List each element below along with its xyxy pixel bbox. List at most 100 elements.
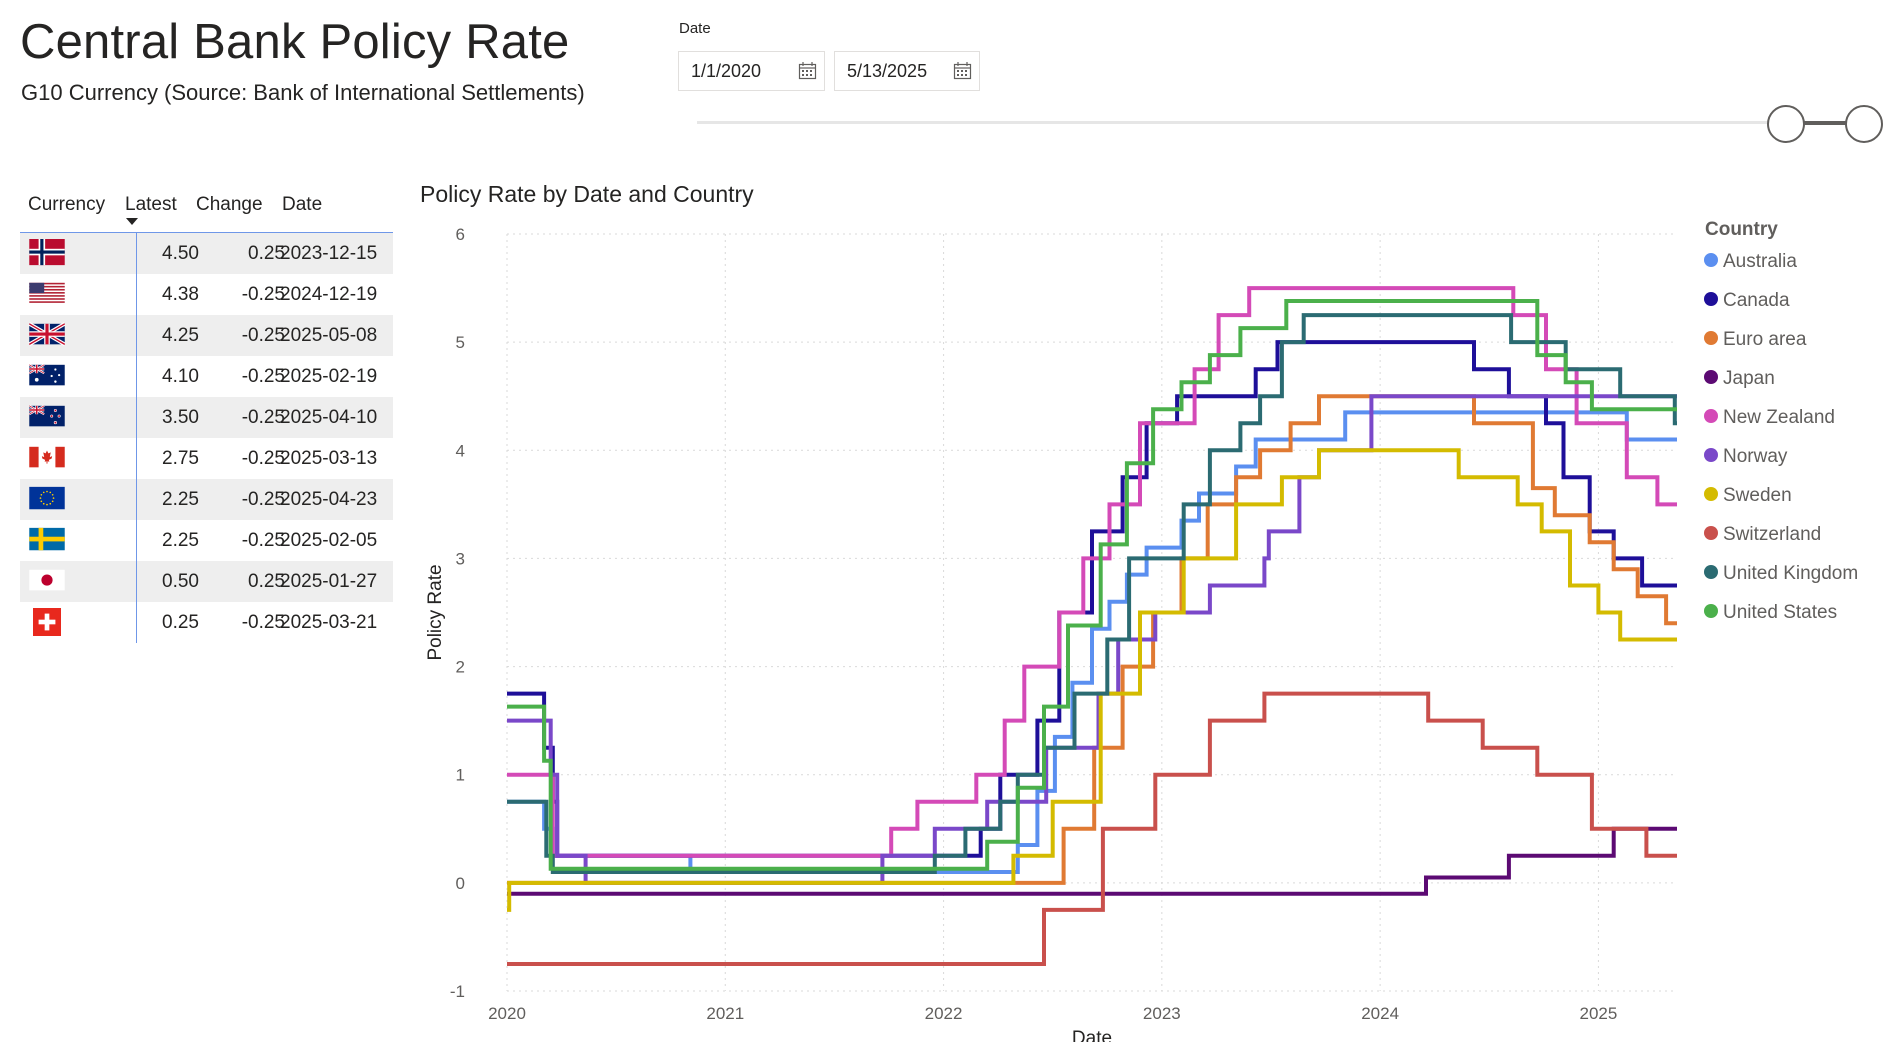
- legend-marker: [1704, 564, 1718, 579]
- legend-item[interactable]: Canada: [1704, 290, 1790, 314]
- legend-item[interactable]: Switzerland: [1704, 524, 1821, 548]
- legend-marker: [1704, 486, 1718, 501]
- date-range-slider-track[interactable]: [697, 121, 1862, 124]
- legend-label: Japan: [1723, 368, 1775, 389]
- legend-label: Switzerland: [1723, 524, 1822, 545]
- y-tick-label: 2: [456, 658, 465, 677]
- sweden-flag-icon: [29, 527, 65, 551]
- japan-flag-icon: [29, 569, 65, 591]
- legend-item[interactable]: Japan: [1704, 368, 1775, 392]
- y-tick-label: 5: [456, 333, 465, 352]
- cell-date: 2024-12-19: [280, 284, 378, 305]
- legend-item[interactable]: United Kingdom: [1704, 563, 1858, 587]
- euro-area-flag-icon: [29, 486, 65, 510]
- table-row[interactable]: 4.38 -0.25 2024-12-19: [20, 274, 393, 315]
- x-tick-label: 2023: [1143, 1004, 1181, 1023]
- x-axis-title: Date: [1072, 1028, 1112, 1042]
- table-row[interactable]: 3.50 -0.25 2025-04-10: [20, 397, 393, 438]
- column-header-currency[interactable]: Currency: [28, 194, 106, 215]
- column-header-latest[interactable]: Latest: [125, 194, 177, 215]
- legend-title: Country: [1705, 219, 1778, 240]
- y-tick-label: 4: [456, 441, 465, 460]
- legend-marker: [1704, 330, 1718, 345]
- cell-date: 2025-01-27: [280, 571, 378, 592]
- series-line-sweden[interactable]: [507, 448, 1677, 912]
- cell-latest: 2.25: [162, 489, 199, 510]
- cell-latest: 3.50: [162, 407, 199, 428]
- cell-change: 0.25: [248, 243, 285, 264]
- cell-change: -0.25: [241, 366, 285, 387]
- x-tick-label: 2024: [1361, 1004, 1399, 1023]
- page-subtitle: G10 Currency (Source: Bank of Internatio…: [21, 80, 585, 105]
- legend-item[interactable]: Norway: [1704, 446, 1787, 470]
- cell-change: -0.25: [241, 612, 285, 633]
- cell-date: 2025-03-13: [280, 448, 378, 469]
- series-line-united-states[interactable]: [507, 299, 1677, 871]
- x-tick-label: 2021: [706, 1004, 744, 1023]
- legend-item[interactable]: Euro area: [1704, 329, 1806, 353]
- new-zealand-flag-icon: [28, 404, 65, 427]
- start-date-input[interactable]: 1/1/2020: [678, 51, 825, 91]
- page-title: Central Bank Policy Rate: [20, 15, 570, 69]
- series-line-japan[interactable]: [507, 826, 1677, 896]
- legend-label: Euro area: [1723, 329, 1807, 350]
- table-row[interactable]: 4.50 0.25 2023-12-15: [20, 233, 393, 274]
- y-tick-label: 3: [456, 549, 465, 568]
- legend-item[interactable]: Sweden: [1704, 485, 1792, 509]
- slider-start-handle[interactable]: [1767, 105, 1805, 143]
- cell-date: 2025-02-05: [280, 530, 378, 551]
- cell-latest: 0.25: [162, 612, 199, 633]
- series-line-euro-area[interactable]: [507, 394, 1677, 885]
- table-header: Currency Latest Change Date: [20, 186, 393, 233]
- table-row[interactable]: 4.25 -0.25 2025-05-08: [20, 315, 393, 356]
- x-tick-label: 2020: [488, 1004, 526, 1023]
- y-tick-label: 0: [456, 874, 465, 893]
- legend-label: Canada: [1723, 290, 1790, 311]
- switzerland-flag-icon: [33, 608, 61, 636]
- table-body: 4.50 0.25 2023-12-15 4.38 -0.25 2024-12-19 4.2…: [20, 233, 393, 643]
- calendar-icon[interactable]: [953, 61, 972, 80]
- table-row[interactable]: 2.25 -0.25 2025-02-05: [20, 520, 393, 561]
- cell-date: 2025-04-10: [280, 407, 378, 428]
- column-header-change[interactable]: Change: [196, 194, 263, 215]
- y-tick-label: 1: [456, 766, 465, 785]
- chart-title: Policy Rate by Date and Country: [420, 181, 754, 207]
- legend-item[interactable]: New Zealand: [1704, 407, 1835, 431]
- table-row[interactable]: 4.10 -0.25 2025-02-19: [20, 356, 393, 397]
- legend-marker: [1704, 408, 1718, 423]
- series-line-united-kingdom[interactable]: [507, 313, 1677, 874]
- end-date-value: 5/13/2025: [847, 60, 928, 81]
- policy-rate-table: Currency Latest Change Date 4.50 0.25 2023…: [20, 186, 393, 643]
- table-row[interactable]: 2.25 -0.25 2025-04-23: [20, 479, 393, 520]
- legend-label: Norway: [1723, 446, 1788, 467]
- legend-marker: [1704, 252, 1718, 267]
- series-line-switzerland[interactable]: [507, 691, 1677, 966]
- cell-change: 0.25: [248, 571, 285, 592]
- date-range-slider-fill: [1786, 121, 1863, 125]
- cell-change: -0.25: [241, 530, 285, 551]
- x-tick-label: 2022: [925, 1004, 963, 1023]
- x-tick-label: 2025: [1580, 1004, 1618, 1023]
- cell-latest: 4.38: [162, 284, 199, 305]
- legend-item[interactable]: United States: [1704, 602, 1837, 626]
- y-tick-label: -1: [450, 982, 465, 1001]
- cell-date: 2025-05-08: [280, 325, 378, 346]
- column-header-date[interactable]: Date: [282, 194, 323, 215]
- legend-label: United States: [1723, 602, 1838, 623]
- legend-label: Sweden: [1723, 485, 1792, 506]
- legend-item[interactable]: Australia: [1704, 251, 1797, 275]
- table-row[interactable]: 0.25 -0.25 2025-03-21: [20, 602, 393, 643]
- united-states-flag-icon: [29, 282, 65, 304]
- end-date-input[interactable]: 5/13/2025: [834, 51, 980, 91]
- sort-descending-icon: [126, 218, 138, 225]
- column-divider: [136, 233, 137, 643]
- cell-change: -0.25: [241, 284, 285, 305]
- calendar-icon[interactable]: [798, 61, 817, 80]
- table-row[interactable]: 2.75 -0.25 2025-03-13: [20, 438, 393, 479]
- series-line-canada[interactable]: [507, 340, 1677, 858]
- legend-marker: [1704, 603, 1718, 618]
- slider-end-handle[interactable]: [1845, 105, 1883, 143]
- table-row[interactable]: 0.50 0.25 2025-01-27: [20, 561, 393, 602]
- cell-latest: 2.75: [162, 448, 199, 469]
- legend-label: United Kingdom: [1723, 563, 1859, 584]
